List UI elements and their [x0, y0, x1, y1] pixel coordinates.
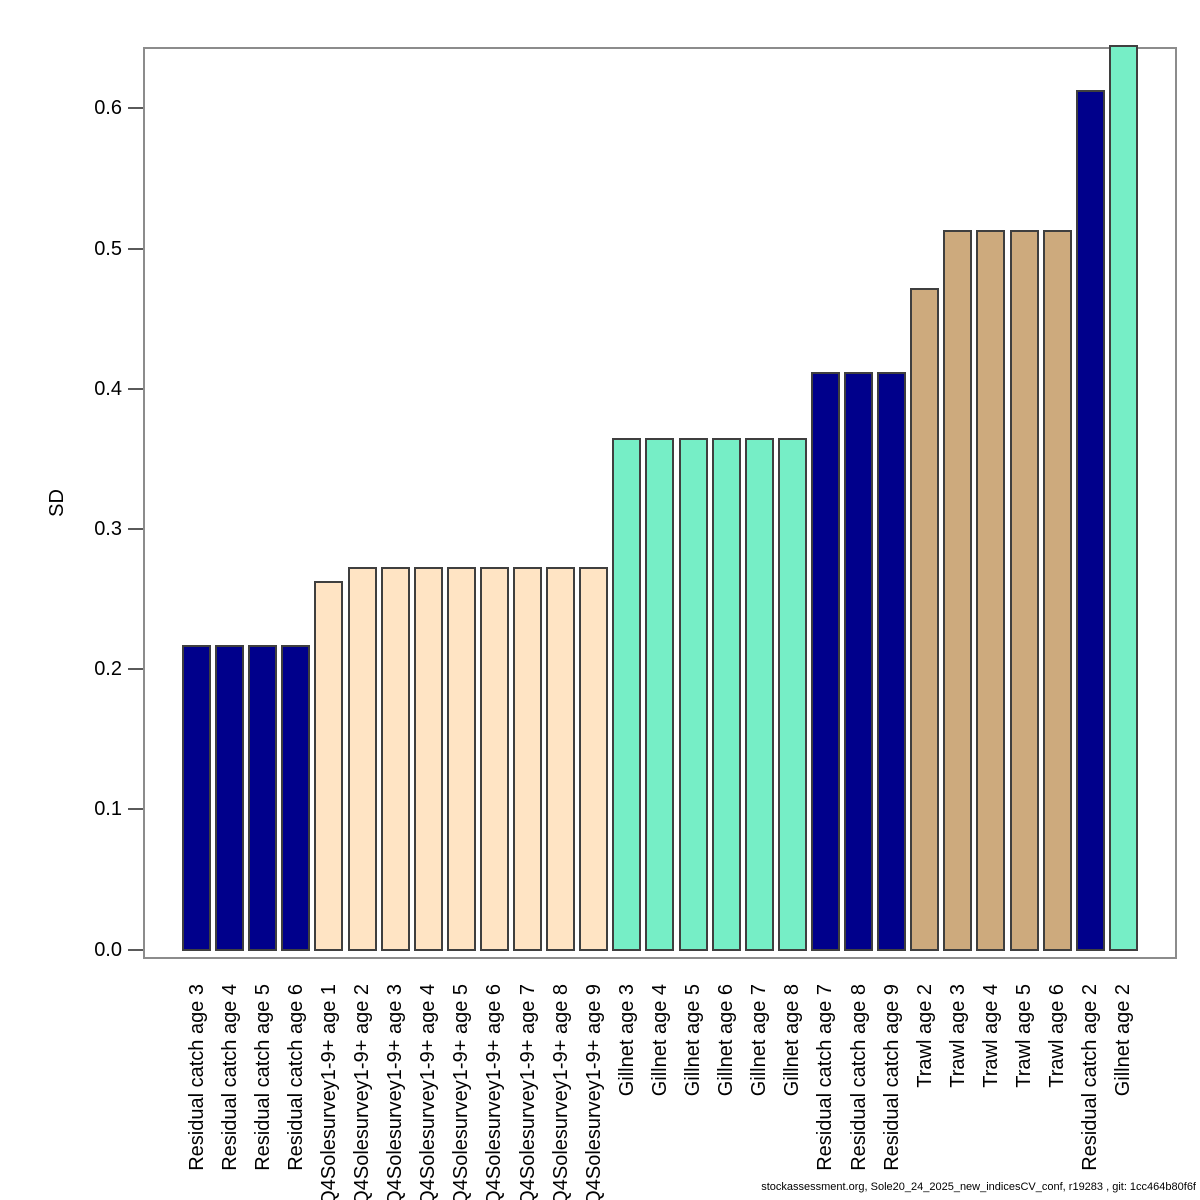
x-tick-label: Residual catch age 5 — [251, 984, 274, 1171]
y-tick-label: 0.1 — [94, 798, 122, 821]
bar — [612, 437, 642, 951]
x-tick-label: Q4Solesurvey1-9+ age 1 — [317, 984, 340, 1200]
bar — [513, 566, 542, 951]
x-tick-label: Residual catch age 7 — [814, 984, 837, 1171]
x-tick-label: Gillnet age 5 — [682, 984, 704, 1097]
bar — [1042, 230, 1072, 951]
bar — [479, 566, 509, 951]
x-tick-label: Residual catch age 2 — [1079, 984, 1102, 1171]
y-tick-mark — [128, 668, 143, 671]
y-tick-label: 0.2 — [94, 658, 122, 681]
y-tick-label: 0.4 — [94, 377, 122, 400]
bar — [281, 645, 311, 951]
bar — [1009, 230, 1039, 951]
bar — [215, 645, 245, 951]
bar — [380, 566, 410, 951]
bar — [314, 580, 344, 951]
bar — [877, 371, 907, 951]
y-tick-mark — [128, 107, 143, 110]
bar — [413, 566, 443, 951]
bar — [910, 287, 940, 951]
bar — [678, 437, 708, 951]
x-tick-label: Q4Solesurvey1-9+ age 6 — [483, 984, 506, 1200]
x-tick-label: Gillnet age 4 — [648, 984, 671, 1097]
bar — [182, 645, 211, 951]
y-tick-mark — [128, 527, 143, 530]
x-tick-label: Trawl age 5 — [1013, 984, 1035, 1088]
x-tick-label: Q4Solesurvey1-9+ age 2 — [351, 984, 373, 1200]
bar — [844, 371, 873, 951]
x-tick-label: Trawl age 2 — [913, 984, 936, 1088]
y-tick-mark — [128, 808, 143, 811]
y-tick-mark — [128, 387, 143, 390]
x-tick-label: Residual catch age 6 — [284, 984, 307, 1171]
bar — [248, 645, 278, 951]
x-tick-label: Q4Solesurvey1-9+ age 9 — [582, 984, 605, 1200]
x-tick-label: Gillnet age 7 — [748, 984, 771, 1097]
bar — [546, 566, 576, 951]
y-tick-mark — [128, 948, 143, 951]
bar — [1108, 45, 1138, 951]
x-tick-label: Residual catch age 9 — [880, 984, 903, 1171]
x-tick-label: Q4Solesurvey1-9+ age 8 — [549, 984, 572, 1200]
plot-area — [143, 47, 1177, 959]
y-tick-label: 0.3 — [94, 517, 122, 540]
x-tick-label: Q4Solesurvey1-9+ age 4 — [417, 984, 440, 1200]
y-tick-label: 0.5 — [94, 237, 122, 260]
x-tick-label: Gillnet age 8 — [781, 984, 804, 1097]
y-tick-label: 0.0 — [94, 938, 122, 961]
x-tick-label: Gillnet age 6 — [715, 984, 738, 1097]
bar — [446, 566, 476, 951]
footer-watermark: stockassessment.org, Sole20_24_2025_new_… — [761, 1181, 1196, 1193]
bar — [645, 437, 675, 951]
x-tick-label: Q4Solesurvey1-9+ age 3 — [384, 984, 407, 1200]
x-tick-label: Gillnet age 3 — [615, 984, 638, 1097]
bar — [347, 566, 377, 951]
x-tick-label: Q4Solesurvey1-9+ age 7 — [516, 984, 539, 1200]
x-tick-label: Trawl age 4 — [979, 984, 1002, 1088]
x-tick-label: Trawl age 6 — [1046, 984, 1069, 1088]
x-tick-label: Gillnet age 2 — [1112, 984, 1135, 1097]
x-tick-label: Q4Solesurvey1-9+ age 5 — [450, 984, 473, 1200]
x-tick-label: Residual catch age 8 — [847, 984, 870, 1171]
bar — [579, 566, 609, 951]
x-tick-label: Trawl age 3 — [946, 984, 969, 1088]
bar — [1075, 90, 1105, 951]
x-tick-label: Residual catch age 4 — [218, 984, 241, 1171]
bar — [711, 437, 741, 951]
x-tick-label: Residual catch age 3 — [185, 984, 208, 1171]
y-axis-title: SD — [46, 489, 68, 517]
y-tick-label: 0.6 — [94, 97, 122, 120]
bar — [976, 230, 1006, 951]
y-tick-mark — [128, 247, 143, 250]
bar — [777, 437, 807, 951]
bar — [810, 371, 840, 951]
bar — [943, 230, 973, 951]
bar — [744, 437, 774, 951]
